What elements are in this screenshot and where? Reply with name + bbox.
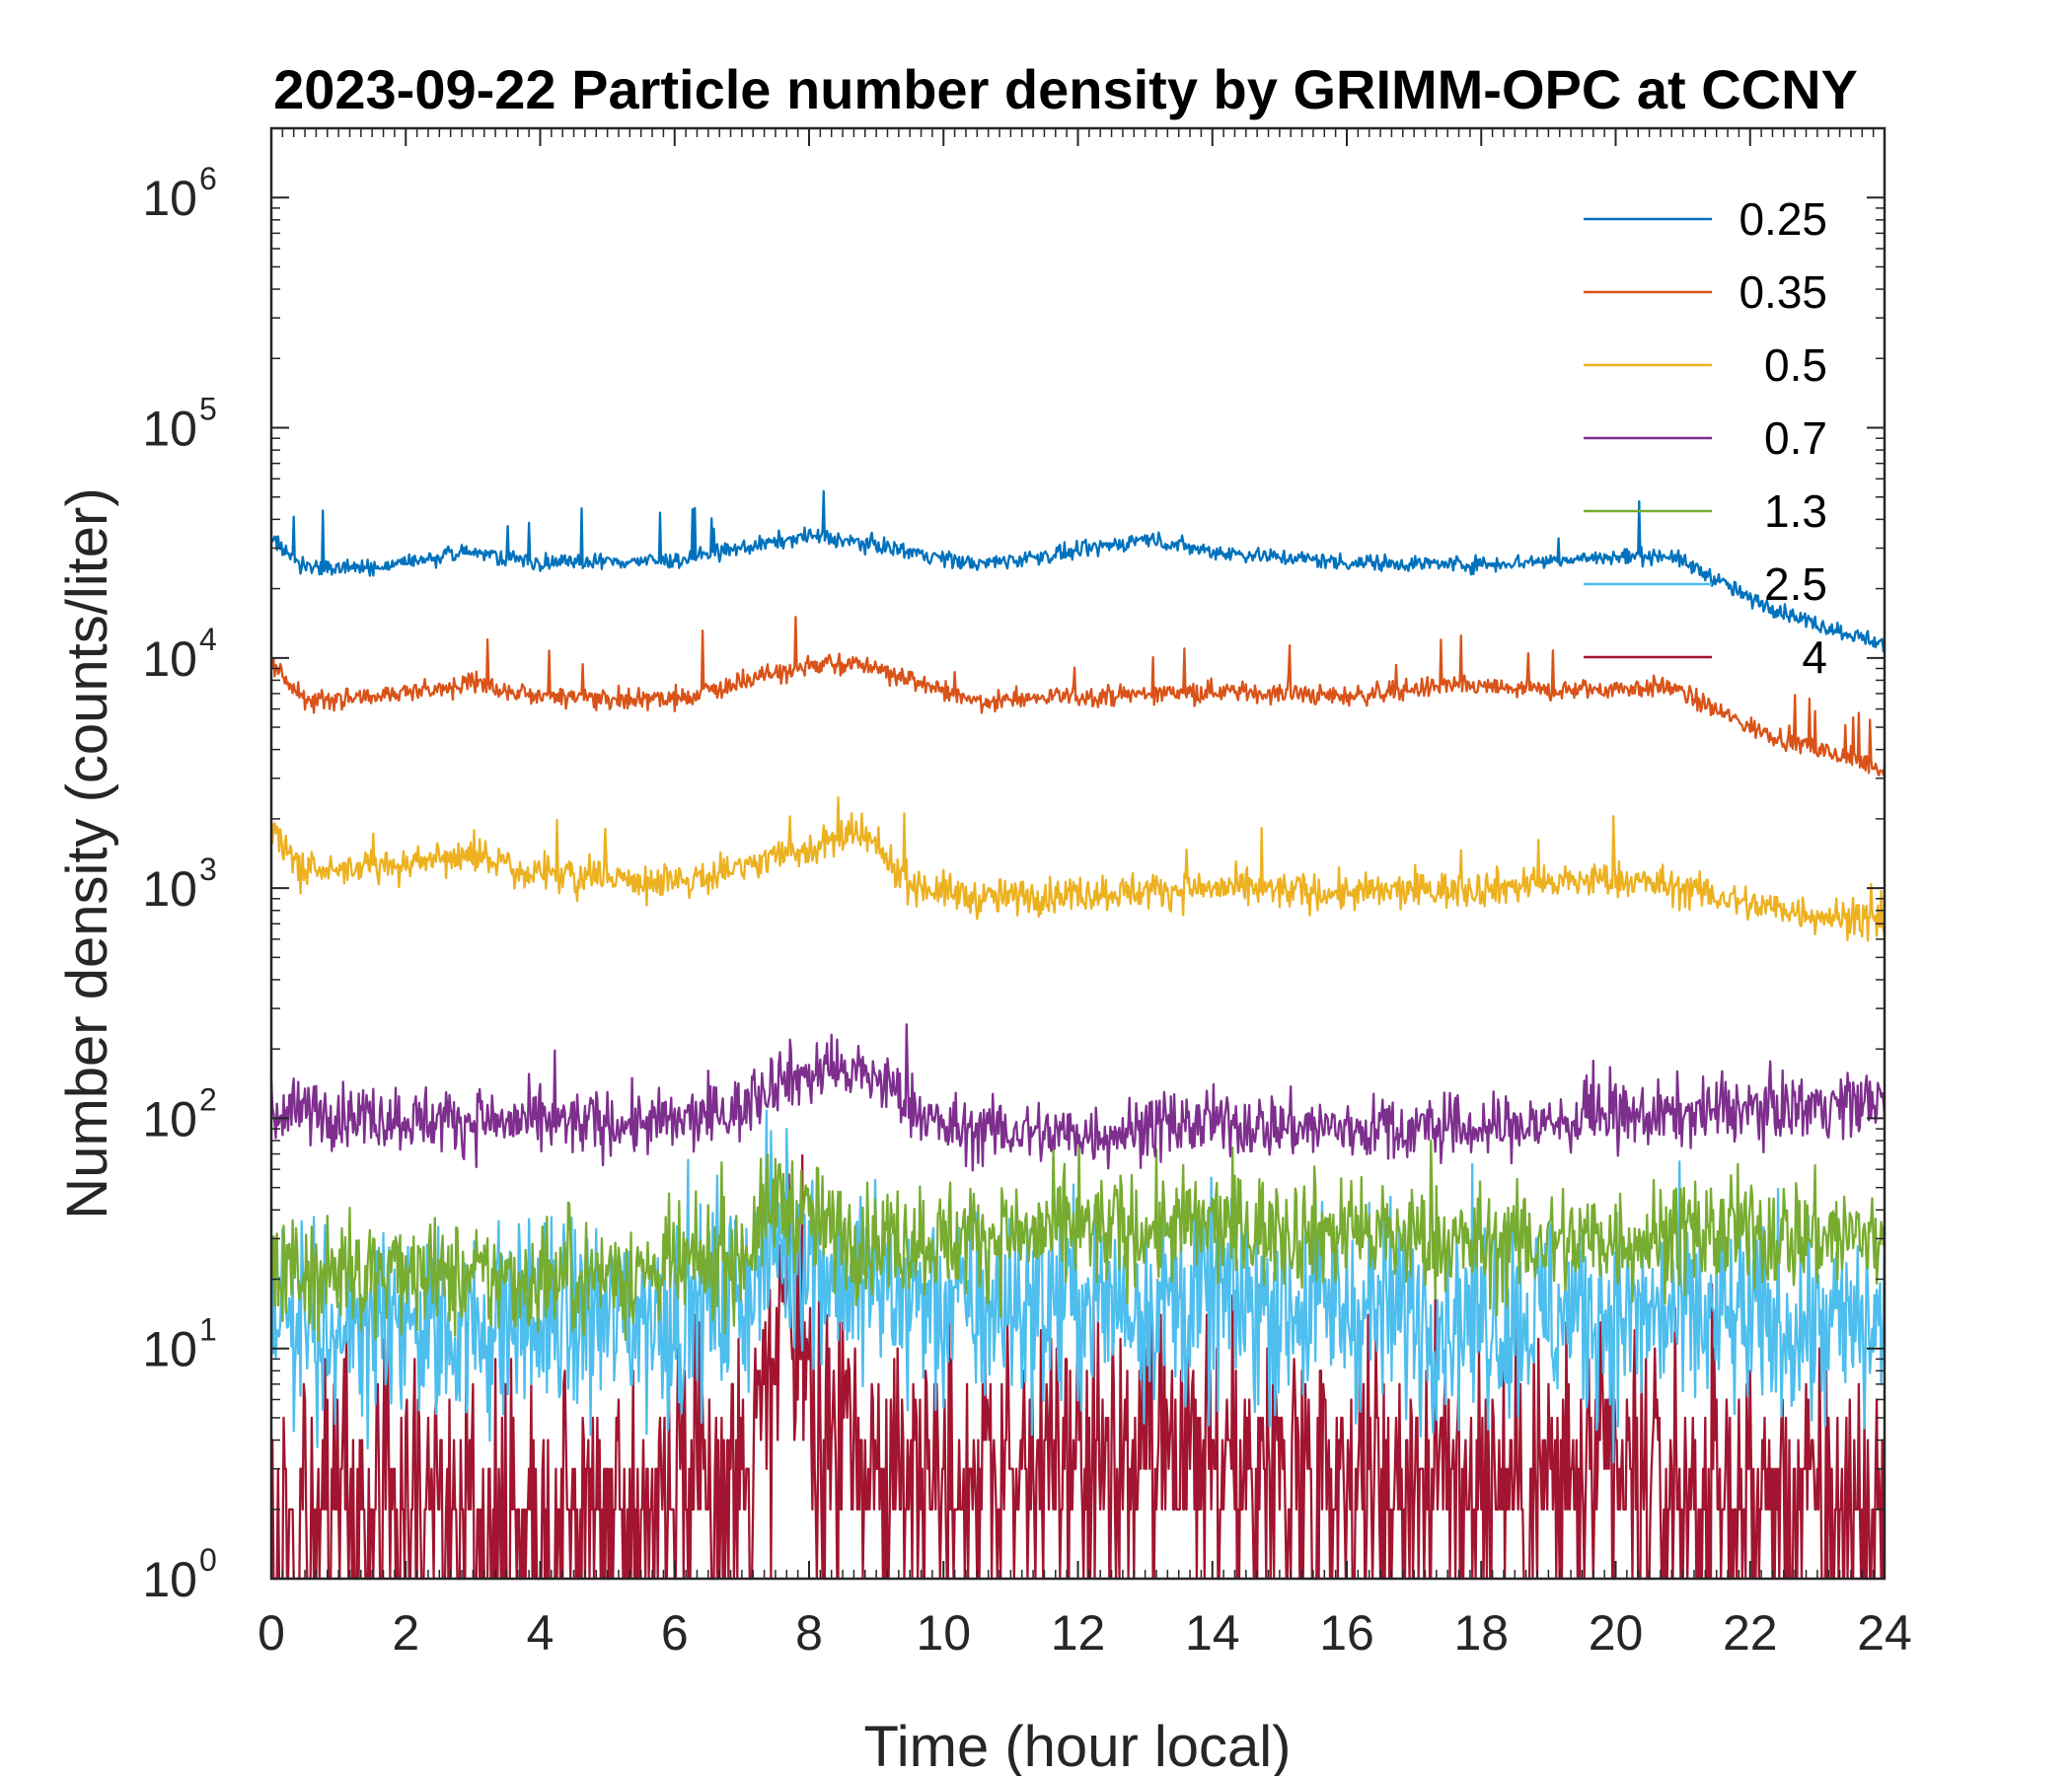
y-tick-exponent: 3 <box>199 851 217 887</box>
legend: 0.25 0.35 0.5 0.7 1.3 2.5 4 <box>1584 193 1827 683</box>
x-tick-label: 4 <box>527 1605 555 1661</box>
y-tick-exponent: 6 <box>199 161 217 196</box>
series-line-0-35 <box>269 616 1887 777</box>
x-tick-label: 6 <box>661 1605 689 1661</box>
legend-item-0-25: 0.25 <box>1584 193 1827 245</box>
series-line-2-5 <box>269 1109 1887 1464</box>
legend-label: 0.5 <box>1764 339 1827 391</box>
x-tick-label: 24 <box>1857 1605 1912 1661</box>
y-tick-base: 10 <box>142 1322 197 1377</box>
x-tick-label: 10 <box>916 1605 971 1661</box>
legend-item-0-5: 0.5 <box>1584 339 1827 391</box>
y-tick-label: 10 2 <box>142 1081 216 1147</box>
legend-label: 1.3 <box>1764 485 1827 537</box>
y-tick-exponent: 1 <box>199 1312 217 1348</box>
x-tick-label: 2 <box>392 1605 419 1661</box>
series-line-0-7 <box>269 1023 1887 1172</box>
y-tick-exponent: 0 <box>199 1542 217 1578</box>
y-axis-label: Number density (counts/liter) <box>55 487 119 1219</box>
x-tick-label: 8 <box>795 1605 823 1661</box>
x-tick-label: 0 <box>258 1605 285 1661</box>
legend-label: 4 <box>1802 631 1827 683</box>
y-tick-label: 10 5 <box>142 392 216 457</box>
legend-label: 2.5 <box>1764 558 1827 610</box>
series-line-0-25 <box>269 489 1887 653</box>
series-line-1-3 <box>269 1139 1887 1342</box>
y-tick-base: 10 <box>142 861 197 917</box>
y-tick-exponent: 4 <box>199 622 217 657</box>
legend-item-4: 4 <box>1584 631 1827 683</box>
legend-label: 0.35 <box>1739 266 1827 318</box>
x-tick-label: 12 <box>1051 1605 1106 1661</box>
y-tick-exponent: 2 <box>199 1081 217 1117</box>
x-tick-label: 18 <box>1453 1605 1509 1661</box>
y-tick-base: 10 <box>142 631 197 687</box>
y-tick-label: 10 6 <box>142 161 216 226</box>
y-tick-label: 10 4 <box>142 622 216 687</box>
legend-label: 0.7 <box>1764 412 1827 464</box>
y-tick-label: 10 1 <box>142 1312 216 1377</box>
y-tick-label: 10 0 <box>142 1542 216 1607</box>
y-tick-base: 10 <box>142 1552 197 1607</box>
y-tick-base: 10 <box>142 171 197 226</box>
x-tick-label: 20 <box>1589 1605 1644 1661</box>
x-axis-label: Time (hour local) <box>864 1715 1292 1776</box>
y-tick-base: 10 <box>142 402 197 457</box>
legend-item-2-5: 2.5 <box>1584 558 1827 610</box>
y-tick-label: 10 3 <box>142 851 216 917</box>
legend-item-1-3: 1.3 <box>1584 485 1827 537</box>
legend-label: 0.25 <box>1739 193 1827 245</box>
x-tick-label: 16 <box>1319 1605 1374 1661</box>
y-tick-base: 10 <box>142 1091 197 1147</box>
y-tick-exponent: 5 <box>199 392 217 427</box>
chart-title: 2023-09-22 Particle number density by GR… <box>273 58 1858 120</box>
series-line-0-5 <box>269 795 1887 942</box>
legend-item-0-35: 0.35 <box>1584 266 1827 318</box>
x-tick-label: 14 <box>1185 1605 1240 1661</box>
x-tick-label: 22 <box>1723 1605 1778 1661</box>
legend-item-0-7: 0.7 <box>1584 412 1827 464</box>
